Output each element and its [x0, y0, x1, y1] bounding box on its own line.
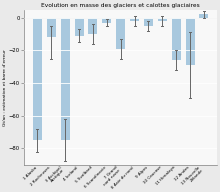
Bar — [88, 18, 97, 34]
Bar — [47, 18, 56, 37]
Bar — [130, 18, 139, 21]
Bar — [172, 18, 181, 60]
Bar — [185, 18, 194, 65]
Bar — [102, 18, 111, 23]
Title: Evolution en masse des glaciers et calottes glaciaires: Evolution en masse des glaciers et calot… — [41, 3, 200, 8]
Bar — [144, 18, 153, 26]
Bar — [61, 18, 70, 140]
Y-axis label: Gt/an : estimation et barre d'erreur: Gt/an : estimation et barre d'erreur — [3, 49, 7, 126]
Bar — [75, 18, 84, 36]
Bar — [199, 14, 208, 18]
Bar — [158, 18, 167, 21]
Bar — [116, 18, 125, 49]
Bar — [33, 18, 42, 140]
